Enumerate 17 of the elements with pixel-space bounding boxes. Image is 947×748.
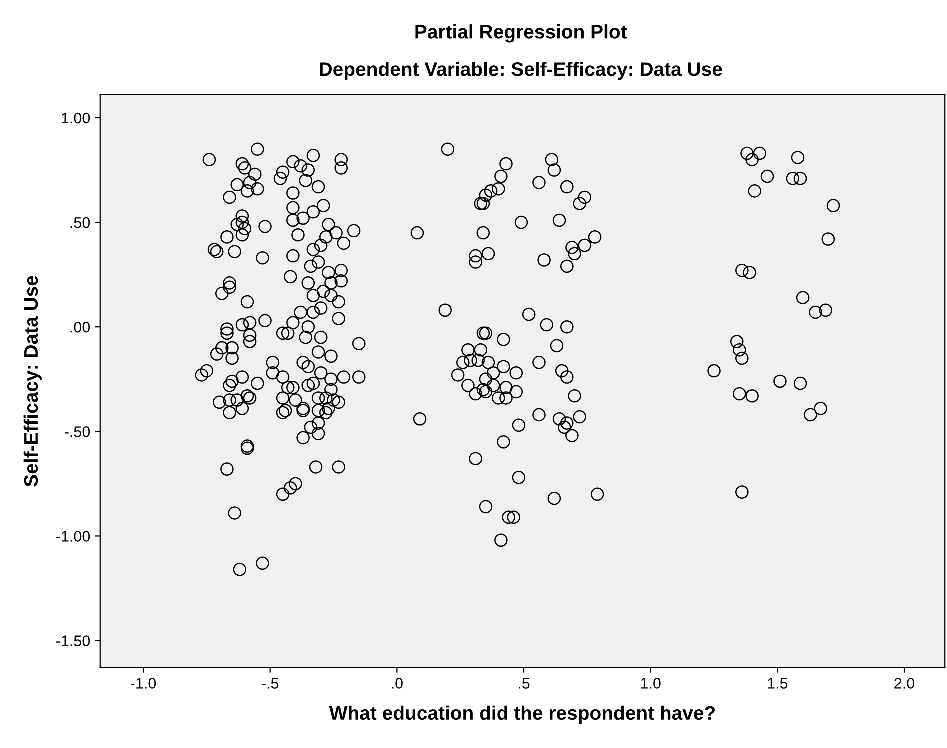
y-tick-label: .50 [70,217,90,228]
y-tick-label: -1.00 [56,531,90,542]
x-tick-label: .5 [519,678,530,689]
x-tick-label: -.5 [262,678,279,689]
x-tick-label: 1.5 [768,678,788,689]
x-tick-label: .0 [392,678,403,689]
y-axis-title: Self-Efficacy: Data Use [24,276,42,487]
x-tick-label: -1.0 [131,678,156,689]
y-tick-label: -.50 [65,426,90,438]
y-tick-label: 1.00 [62,112,90,124]
x-tick-label: 2.0 [894,678,915,689]
chart-subtitle: Dependent Variable: Self-Efficacy: Data Use [320,62,722,80]
x-tick-label: 1.0 [641,678,661,689]
y-tick-label: -1.50 [56,636,90,646]
chart-title: Partial Regression Plot [416,24,628,43]
y-tick-label: .00 [70,322,90,333]
x-axis-title: What education did the respondent have? [329,706,716,724]
